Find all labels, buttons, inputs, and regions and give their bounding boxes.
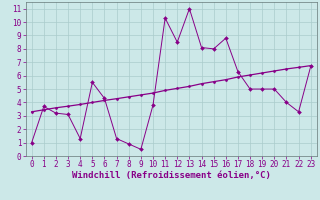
X-axis label: Windchill (Refroidissement éolien,°C): Windchill (Refroidissement éolien,°C) — [72, 171, 271, 180]
